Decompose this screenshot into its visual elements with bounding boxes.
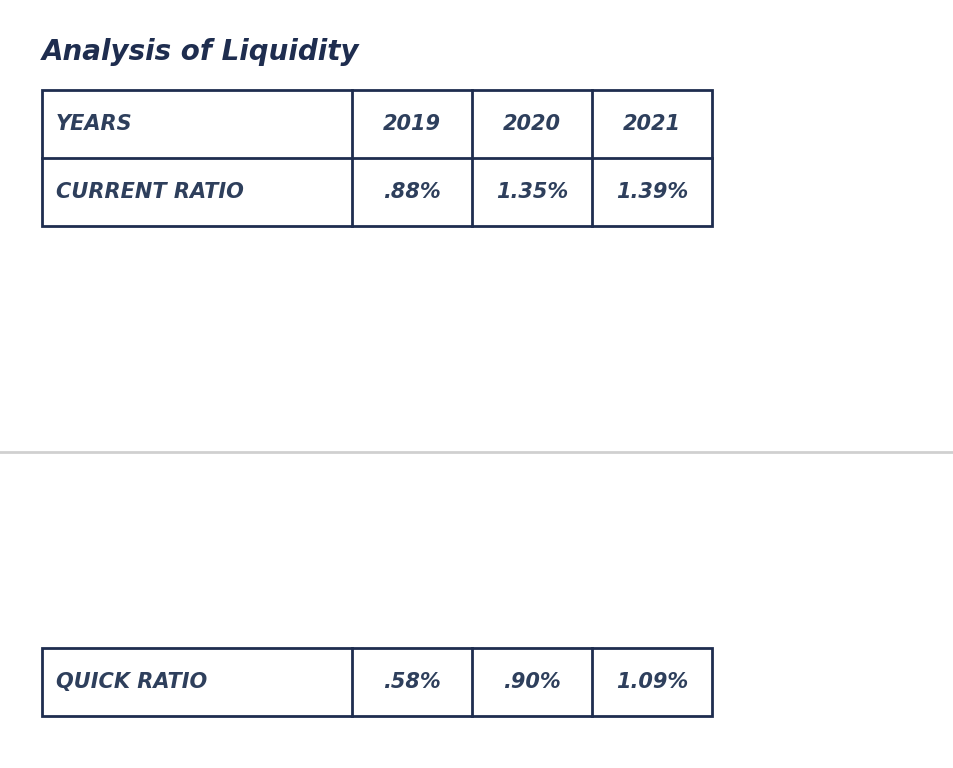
Text: .90%: .90% — [502, 672, 560, 692]
Text: 1.39%: 1.39% — [616, 182, 687, 202]
Text: .88%: .88% — [383, 182, 440, 202]
Text: 1.09%: 1.09% — [616, 672, 687, 692]
Text: 2021: 2021 — [622, 114, 680, 134]
Text: Analysis of Liquidity: Analysis of Liquidity — [42, 38, 359, 66]
Text: .58%: .58% — [383, 672, 440, 692]
Text: 2020: 2020 — [502, 114, 560, 134]
Text: YEARS: YEARS — [56, 114, 132, 134]
Text: 1.35%: 1.35% — [496, 182, 568, 202]
Bar — [42, 648, 711, 716]
Text: 2019: 2019 — [382, 114, 440, 134]
Text: QUICK RATIO: QUICK RATIO — [56, 672, 207, 692]
Text: CURRENT RATIO: CURRENT RATIO — [56, 182, 244, 202]
Bar — [42, 90, 711, 226]
